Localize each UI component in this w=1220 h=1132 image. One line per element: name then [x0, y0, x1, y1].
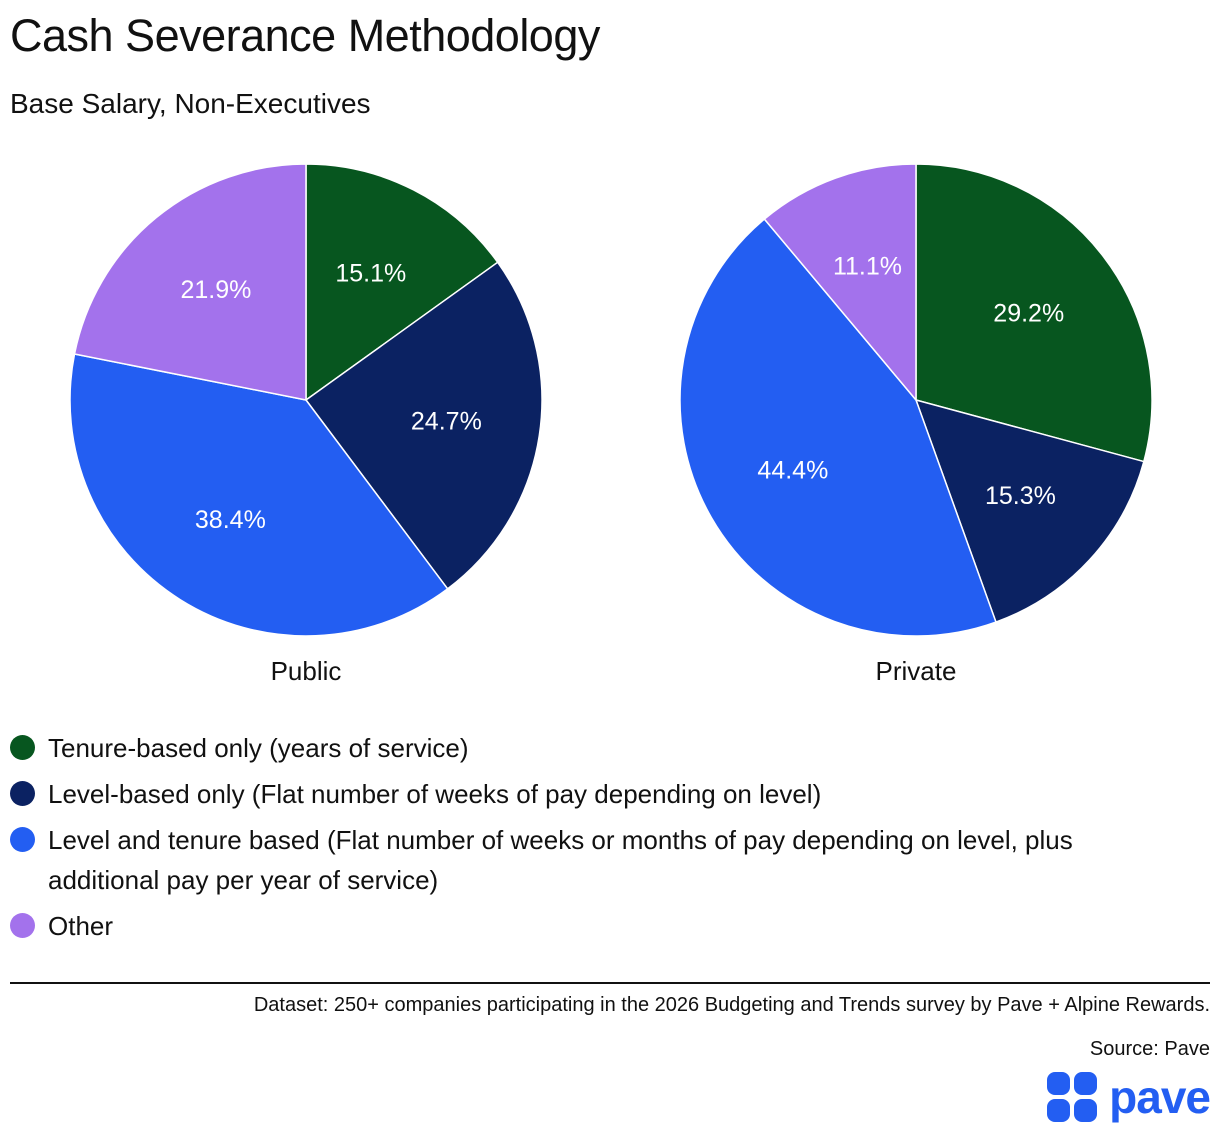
pie-chart-public: 15.1% 24.7% 38.4% 21.9%	[69, 163, 543, 637]
pie-slice-tenure	[305, 163, 499, 402]
legend-label: Other	[48, 911, 114, 941]
legend-swatch	[10, 781, 35, 806]
pie-slice-other	[763, 163, 917, 403]
pie-slice-level	[304, 261, 543, 590]
pie-slice-other	[73, 163, 307, 401]
pie-slice-level	[914, 398, 1145, 624]
data-label-level-and-tenure: 38.4%	[195, 506, 266, 534]
pie-slice-level-and-tenure	[69, 353, 449, 637]
legend-swatch	[10, 913, 35, 938]
legend-item-other: Other	[10, 906, 1200, 946]
chart-subtitle: Base Salary, Non-Executives	[10, 88, 371, 119]
legend: Tenure-based only (years of service) Lev…	[10, 728, 1200, 952]
chart-title: Cash Severance Methodology	[10, 10, 600, 61]
data-label-other: 11.1%	[833, 253, 902, 281]
pie-chart-private: 29.2% 15.3% 44.4% 11.1%	[679, 163, 1153, 637]
pave-logo-icon	[1047, 1072, 1098, 1122]
pie-slice-level-and-tenure	[679, 218, 997, 637]
legend-label: Level-based only (Flat number of weeks o…	[48, 779, 822, 809]
legend-label: Tenure-based only (years of service)	[48, 733, 469, 763]
logo-square	[1047, 1072, 1071, 1095]
data-label-level: 15.3%	[985, 482, 1056, 510]
legend-item-level: Level-based only (Flat number of weeks o…	[10, 774, 1200, 814]
data-label-other: 21.9%	[180, 276, 251, 304]
data-label-tenure: 15.1%	[335, 260, 406, 288]
dataset-note: Dataset: 250+ companies participating in…	[253, 994, 1210, 1016]
logo-square	[1074, 1072, 1098, 1095]
source-note: Source: Pave	[1089, 1038, 1210, 1060]
pie-slice-tenure	[915, 163, 1153, 463]
data-label-level-and-tenure: 44.4%	[757, 457, 828, 485]
data-label-level: 24.7%	[411, 408, 482, 436]
brand-logo: pave	[1047, 1071, 1211, 1123]
legend-item-tenure: Tenure-based only (years of service)	[10, 728, 1200, 768]
legend-label: Level and tenure based (Flat number of w…	[48, 825, 1073, 895]
data-label-tenure: 29.2%	[993, 300, 1064, 328]
legend-swatch	[10, 827, 35, 852]
brand-name: pave	[1109, 1071, 1211, 1123]
legend-item-level-and-tenure: Level and tenure based (Flat number of w…	[10, 820, 1200, 900]
footer-divider	[10, 982, 1210, 984]
logo-square	[1074, 1099, 1098, 1122]
pie-label-public: Public	[270, 656, 342, 686]
pie-label-private: Private	[875, 656, 957, 686]
legend-swatch	[10, 735, 35, 760]
logo-square	[1047, 1099, 1071, 1122]
